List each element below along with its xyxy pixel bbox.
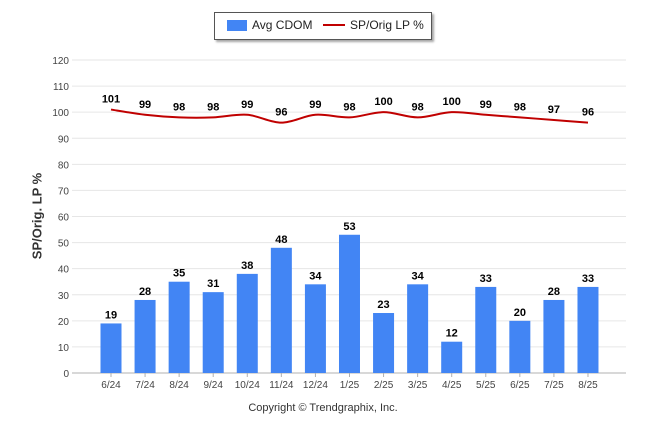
bar-data-label: 33 bbox=[582, 273, 594, 285]
legend-label-bar: Avg CDOM bbox=[252, 18, 313, 32]
bar bbox=[407, 284, 429, 373]
legend-item-bar[interactable]: Avg CDOM bbox=[227, 18, 312, 32]
bar bbox=[373, 313, 395, 373]
x-tick-label: 6/25 bbox=[510, 380, 530, 391]
y-tick-label: 120 bbox=[52, 56, 69, 67]
legend-item-line[interactable]: SP/Orig LP % bbox=[323, 18, 424, 32]
y-tick-label: 70 bbox=[58, 186, 70, 197]
bar-data-label: 31 bbox=[207, 278, 219, 290]
bar bbox=[509, 320, 531, 373]
bar bbox=[475, 286, 497, 373]
bar bbox=[441, 341, 463, 373]
legend-label-line: SP/Orig LP % bbox=[350, 18, 424, 32]
bar bbox=[168, 281, 190, 373]
bar-data-labels: 19 28 35 31 38 48 34 53 23 34 12 33 20 28 33 bbox=[105, 221, 594, 340]
y-tick-label: 20 bbox=[58, 317, 70, 328]
y-tick-label: 110 bbox=[53, 82, 69, 93]
x-tick-label: 7/24 bbox=[135, 380, 155, 391]
x-tick-label: 11/24 bbox=[269, 380, 294, 391]
bar bbox=[577, 286, 599, 373]
x-tick-label: 8/24 bbox=[169, 380, 189, 391]
bar-data-label: 34 bbox=[412, 270, 425, 282]
y-tick-label: 10 bbox=[58, 343, 70, 354]
bar bbox=[236, 273, 258, 373]
bar bbox=[338, 234, 360, 373]
x-tick-label: 6/24 bbox=[101, 380, 121, 391]
y-tick-label: 50 bbox=[58, 239, 70, 250]
bar-series bbox=[100, 234, 599, 373]
line-data-label: 98 bbox=[207, 101, 219, 113]
line-data-label: 99 bbox=[480, 99, 492, 111]
line-data-label: 100 bbox=[443, 96, 461, 108]
line-series bbox=[110, 108, 589, 124]
bar-data-label: 38 bbox=[241, 260, 253, 272]
bar-data-label: 34 bbox=[309, 270, 322, 282]
y-tick-label: 0 bbox=[63, 369, 69, 380]
line-data-label: 99 bbox=[139, 99, 151, 111]
x-tick-label: 8/25 bbox=[578, 380, 598, 391]
x-tick-label: 10/24 bbox=[235, 380, 260, 391]
line-data-label: 98 bbox=[173, 101, 185, 113]
x-tick-label: 9/24 bbox=[203, 380, 223, 391]
line-data-label: 99 bbox=[241, 99, 253, 111]
bar-data-label: 28 bbox=[139, 286, 151, 298]
bar-data-label: 33 bbox=[480, 273, 492, 285]
copyright: Copyright © Trendgraphix, Inc. bbox=[248, 402, 398, 414]
x-axis-ticks: 6/24 7/24 8/24 9/24 10/24 11/24 12/24 1/25 2/25 3… bbox=[101, 373, 598, 391]
line-data-label: 98 bbox=[412, 101, 424, 113]
line-data-label: 98 bbox=[343, 101, 355, 113]
line-data-label: 98 bbox=[514, 101, 526, 113]
x-tick-label: 3/25 bbox=[408, 380, 428, 391]
bar bbox=[270, 247, 292, 373]
x-tick-label: 2/25 bbox=[374, 380, 394, 391]
bar-data-label: 48 bbox=[275, 234, 287, 246]
bar-data-label: 23 bbox=[377, 299, 389, 311]
y-tick-label: 30 bbox=[58, 291, 70, 302]
y-tick-label: 80 bbox=[58, 160, 70, 171]
line-data-label: 101 bbox=[102, 94, 120, 106]
line-data-label: 99 bbox=[309, 99, 321, 111]
bar-data-label: 35 bbox=[173, 268, 185, 280]
bar-data-label: 19 bbox=[105, 309, 117, 321]
line-data-label: 96 bbox=[275, 107, 287, 119]
y-axis-ticks: 0 10 20 30 40 50 60 70 80 90 100 110 120 bbox=[52, 56, 69, 380]
line-data-labels: 101 99 98 98 99 96 99 98 100 98 100 99 98 97 96 bbox=[102, 94, 594, 119]
sp-orig-lp-line bbox=[110, 108, 589, 124]
legend: Avg CDOM SP/Orig LP % bbox=[214, 12, 432, 40]
y-tick-label: 60 bbox=[58, 213, 70, 224]
x-tick-label: 7/25 bbox=[544, 380, 564, 391]
legend-swatch-line bbox=[323, 24, 345, 26]
bar bbox=[543, 299, 565, 373]
x-tick-label: 4/25 bbox=[442, 380, 462, 391]
y-tick-label: 100 bbox=[52, 108, 69, 119]
bar bbox=[134, 299, 156, 373]
bar-data-label: 28 bbox=[548, 286, 560, 298]
bar bbox=[304, 284, 326, 373]
x-tick-label: 5/25 bbox=[476, 380, 496, 391]
bar-data-label: 53 bbox=[343, 221, 355, 233]
bar bbox=[100, 323, 122, 373]
y-tick-label: 90 bbox=[58, 134, 70, 145]
line-data-label: 96 bbox=[582, 107, 594, 119]
bar-data-label: 12 bbox=[446, 328, 458, 340]
x-tick-label: 12/24 bbox=[303, 380, 328, 391]
x-tick-label: 1/25 bbox=[340, 380, 360, 391]
legend-swatch-bar bbox=[227, 19, 247, 31]
y-axis-label: SP/Orig. LP % bbox=[29, 172, 45, 260]
line-data-label: 100 bbox=[374, 96, 392, 108]
bar-data-label: 20 bbox=[514, 307, 526, 319]
bar bbox=[202, 292, 224, 373]
line-data-label: 97 bbox=[548, 104, 560, 116]
y-tick-label: 40 bbox=[58, 265, 70, 276]
